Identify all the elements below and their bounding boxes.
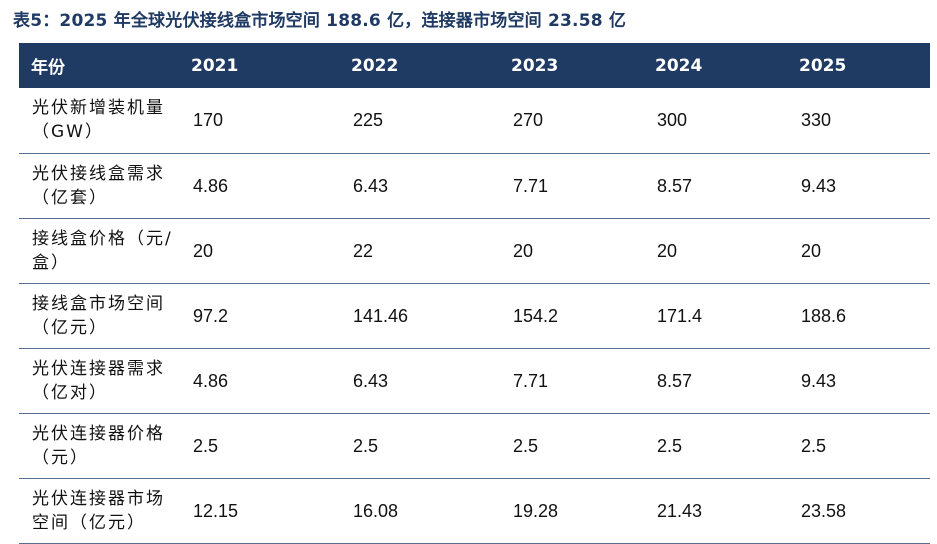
table-cell: 2.5 — [179, 413, 339, 479]
table-cell: 2.5 — [339, 413, 499, 479]
table-cell: 20 — [179, 218, 339, 284]
table-cell: 2.5 — [643, 413, 787, 479]
table-cell: 4.86 — [179, 153, 339, 219]
market-size-table: 年份 2021 2022 2023 2024 2025 光伏新增装机量（GW） … — [19, 43, 930, 544]
header-cell-2021: 2021 — [179, 43, 339, 88]
table-cell: 16.08 — [339, 478, 499, 544]
table-cell: 12.15 — [179, 478, 339, 544]
table-cell: 171.4 — [643, 283, 787, 349]
row-label: 光伏连接器需求（亿对） — [19, 348, 179, 414]
header-cell-year-label: 年份 — [19, 43, 179, 88]
table-cell: 2.5 — [787, 413, 930, 479]
table-cell: 20 — [499, 218, 643, 284]
row-label: 接线盒市场空间（亿元） — [19, 283, 179, 349]
table-cell: 154.2 — [499, 283, 643, 349]
table-cell: 6.43 — [339, 153, 499, 219]
table-cell: 19.28 — [499, 478, 643, 544]
table-cell: 6.43 — [339, 348, 499, 414]
header-cell-2025: 2025 — [787, 43, 930, 88]
table-row: 接线盒市场空间（亿元） 97.2 141.46 154.2 171.4 188.… — [19, 283, 930, 349]
table-row: 光伏连接器价格（元） 2.5 2.5 2.5 2.5 2.5 — [19, 413, 930, 479]
table-caption: 表5：2025 年全球光伏接线盒市场空间 188.6 亿，连接器市场空间 23.… — [13, 11, 627, 31]
table-cell: 20 — [787, 218, 930, 284]
header-cell-2024: 2024 — [643, 43, 787, 88]
table-cell: 21.43 — [643, 478, 787, 544]
table-cell: 20 — [643, 218, 787, 284]
table-row: 光伏连接器市场空间（亿元） 12.15 16.08 19.28 21.43 23… — [19, 478, 930, 544]
table-cell: 7.71 — [499, 348, 643, 414]
row-label: 光伏连接器价格（元） — [19, 413, 179, 479]
table-row: 光伏新增装机量（GW） 170 225 270 300 330 — [19, 88, 930, 154]
table-row: 光伏连接器需求（亿对） 4.86 6.43 7.71 8.57 9.43 — [19, 348, 930, 414]
header-row: 年份 2021 2022 2023 2024 2025 — [19, 43, 930, 88]
header-cell-2023: 2023 — [499, 43, 643, 88]
table-cell: 188.6 — [787, 283, 930, 349]
table-cell: 23.58 — [787, 478, 930, 544]
table-row: 光伏接线盒需求（亿套） 4.86 6.43 7.71 8.57 9.43 — [19, 153, 930, 219]
table-cell: 4.86 — [179, 348, 339, 414]
table-cell: 8.57 — [643, 153, 787, 219]
table-cell: 8.57 — [643, 348, 787, 414]
table-cell: 97.2 — [179, 283, 339, 349]
table-cell: 300 — [643, 88, 787, 154]
table-cell: 170 — [179, 88, 339, 154]
table-cell: 2.5 — [499, 413, 643, 479]
row-label: 光伏接线盒需求（亿套） — [19, 153, 179, 219]
table-cell: 270 — [499, 88, 643, 154]
table-cell: 9.43 — [787, 153, 930, 219]
row-label: 光伏新增装机量（GW） — [19, 88, 179, 154]
table-cell: 225 — [339, 88, 499, 154]
row-label: 光伏连接器市场空间（亿元） — [19, 478, 179, 544]
row-label: 接线盒价格（元/盒） — [19, 218, 179, 284]
table-row: 接线盒价格（元/盒） 20 22 20 20 20 — [19, 218, 930, 284]
table-cell: 9.43 — [787, 348, 930, 414]
table-cell: 7.71 — [499, 153, 643, 219]
table-cell: 22 — [339, 218, 499, 284]
header-cell-2022: 2022 — [339, 43, 499, 88]
table-cell: 330 — [787, 88, 930, 154]
table-cell: 141.46 — [339, 283, 499, 349]
